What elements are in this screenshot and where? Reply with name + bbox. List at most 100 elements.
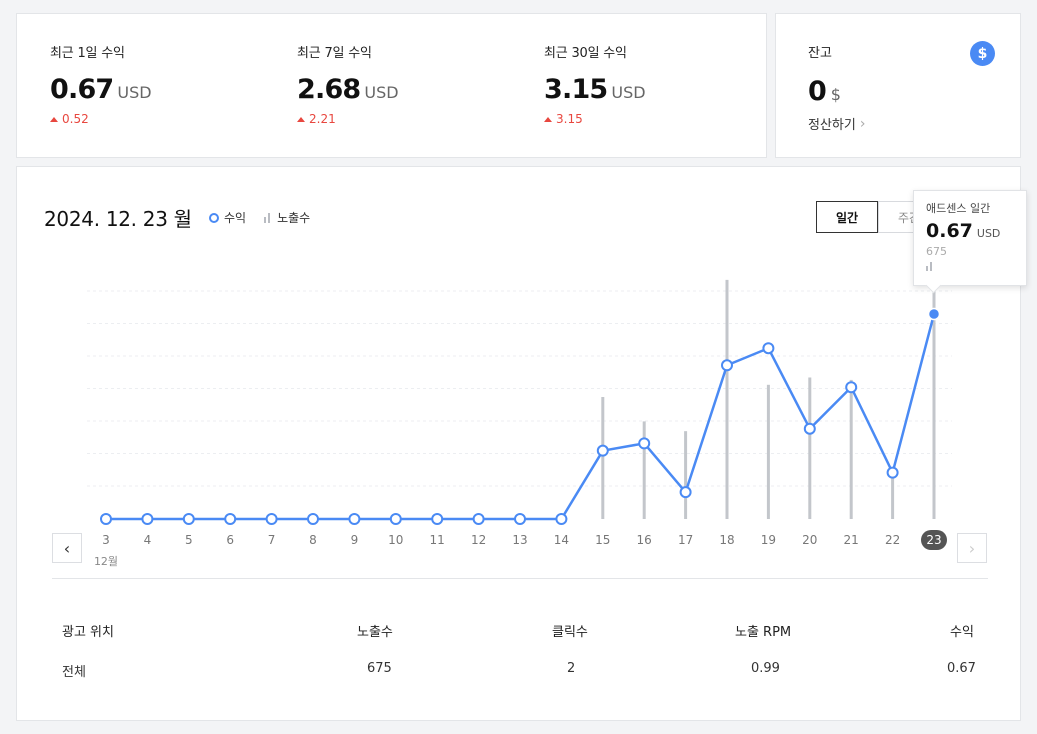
impressions-bar	[766, 384, 770, 519]
revenue-summary-card: 최근 1일 수익 0.67 USD 0.52 최근 7일 수익 2.68 USD 2…	[16, 13, 767, 158]
selected-day-badge	[921, 530, 947, 550]
impressions-bar-icon	[926, 262, 1014, 271]
stat-label: 최근 30일 수익	[544, 46, 627, 61]
revenue-point-selected	[927, 307, 941, 321]
tooltip-unit: USD	[976, 227, 1001, 240]
stat-1day: 최근 1일 수익 0.67 USD 0.52	[50, 42, 152, 126]
col-header-clicks: 클릭수	[552, 625, 588, 640]
x-tick-label: 13	[512, 533, 527, 547]
stat-7day: 최근 7일 수익 2.68 USD 2.21	[297, 42, 399, 126]
x-tick-label: 17	[678, 533, 693, 547]
revenue-point	[472, 513, 485, 525]
period-daily-button[interactable]: 일간	[816, 201, 878, 233]
chart-next-button[interactable]: ›	[957, 533, 987, 563]
revenue-legend-icon	[209, 212, 219, 223]
balance-card: 잔고 $ 0 $ 정산하기 ›	[775, 13, 1021, 158]
cell-clicks: 2	[567, 661, 576, 676]
impressions-bar	[642, 421, 646, 519]
stat-label: 최근 7일 수익	[297, 46, 372, 61]
stat-delta: 0.52	[62, 112, 89, 126]
stat-unit: USD	[364, 83, 399, 102]
stat-30day: 최근 30일 수익 3.15 USD 3.15	[544, 42, 646, 126]
x-tick-label: 3	[102, 533, 110, 547]
cell-rpm: 0.99	[751, 661, 780, 676]
impressions-legend-icon	[264, 212, 272, 223]
x-tick-label: 21	[844, 533, 859, 547]
dollar-icon: $	[970, 41, 995, 66]
balance-label: 잔고	[808, 46, 832, 61]
x-tick-label: 9	[351, 533, 359, 547]
settle-label: 정산하기	[808, 118, 856, 133]
cell-revenue: 0.67	[947, 661, 976, 676]
up-triangle-icon	[544, 116, 552, 122]
x-tick-label: 11	[430, 533, 445, 547]
revenue-point	[638, 437, 651, 450]
x-tick-label: 10	[388, 533, 403, 547]
chart-legend: 수익 노출수	[209, 209, 310, 226]
chart-prev-button[interactable]: ‹	[52, 533, 82, 563]
stat-value: 3.15	[544, 74, 608, 105]
x-tick-label: 22	[885, 533, 900, 547]
divider	[52, 578, 988, 579]
revenue-point	[100, 513, 112, 525]
up-triangle-icon	[297, 116, 305, 122]
revenue-point	[845, 381, 858, 394]
balance-unit: $	[830, 85, 841, 104]
revenue-point	[431, 513, 444, 525]
cell-placement: 전체	[62, 665, 86, 680]
chevron-right-icon: ›	[968, 538, 976, 558]
revenue-point	[803, 422, 816, 435]
revenue-point	[721, 359, 733, 372]
revenue-point	[555, 513, 568, 525]
revenue-point	[596, 444, 609, 457]
revenue-point	[182, 513, 195, 525]
impressions-bar	[601, 397, 605, 519]
legend-revenue-label: 수익	[224, 211, 247, 225]
col-header-placement: 광고 위치	[62, 625, 114, 640]
x-tick-label: 16	[637, 533, 652, 547]
stat-delta: 3.15	[556, 112, 583, 126]
settle-link[interactable]: 정산하기 ›	[808, 114, 865, 134]
x-tick-label: 5	[185, 533, 193, 547]
revenue-point	[307, 513, 319, 525]
x-tick-label: 12	[471, 533, 486, 547]
x-tick-label: 4	[144, 533, 152, 547]
x-tick-label: 7	[268, 533, 276, 547]
col-header-rpm: 노출 RPM	[735, 625, 792, 640]
stat-unit: USD	[117, 83, 152, 102]
impressions-bar	[808, 377, 812, 519]
x-tick-label: 14	[554, 533, 569, 547]
revenue-point	[762, 342, 775, 355]
stat-label: 최근 1일 수익	[50, 46, 125, 61]
chevron-left-icon: ‹	[63, 538, 71, 558]
legend-impressions-label: 노출수	[277, 211, 311, 225]
stat-unit: USD	[611, 83, 646, 102]
revenue-point	[348, 513, 361, 525]
impressions-bar	[849, 379, 853, 519]
revenue-point	[141, 513, 154, 525]
revenue-chart-card: 3 4 5 6 7 8 9 10 11 12 13 14 15 16 17 18 19 20 21 22 23 12월 2…	[16, 166, 1027, 721]
stat-delta: 2.21	[309, 112, 336, 126]
impressions-bar	[932, 289, 936, 519]
x-tick-label: 19	[761, 533, 776, 547]
col-header-revenue: 수익	[950, 625, 974, 640]
col-header-impressions: 노출수	[357, 625, 393, 640]
revenue-point	[886, 466, 899, 479]
tooltip-title: 애드센스 일간	[926, 202, 991, 215]
revenue-point	[679, 486, 692, 499]
impressions-bar	[725, 279, 729, 519]
x-tick-label: 15	[595, 533, 610, 547]
x-tick-label: 18	[719, 533, 734, 547]
tooltip-value: 0.67	[926, 220, 973, 242]
stat-value: 0.67	[50, 74, 114, 105]
x-tick-label: 23	[926, 533, 941, 547]
stat-value: 2.68	[297, 74, 361, 105]
impressions-bar	[684, 431, 688, 519]
revenue-point	[514, 513, 526, 525]
chart-tooltip: 애드센스 일간 0.67 USD 675	[913, 190, 1027, 286]
up-triangle-icon	[50, 116, 58, 122]
revenue-point	[265, 513, 278, 525]
month-label: 12월	[94, 555, 118, 568]
x-tick-label: 20	[802, 533, 817, 547]
x-tick-label: 8	[309, 533, 317, 547]
